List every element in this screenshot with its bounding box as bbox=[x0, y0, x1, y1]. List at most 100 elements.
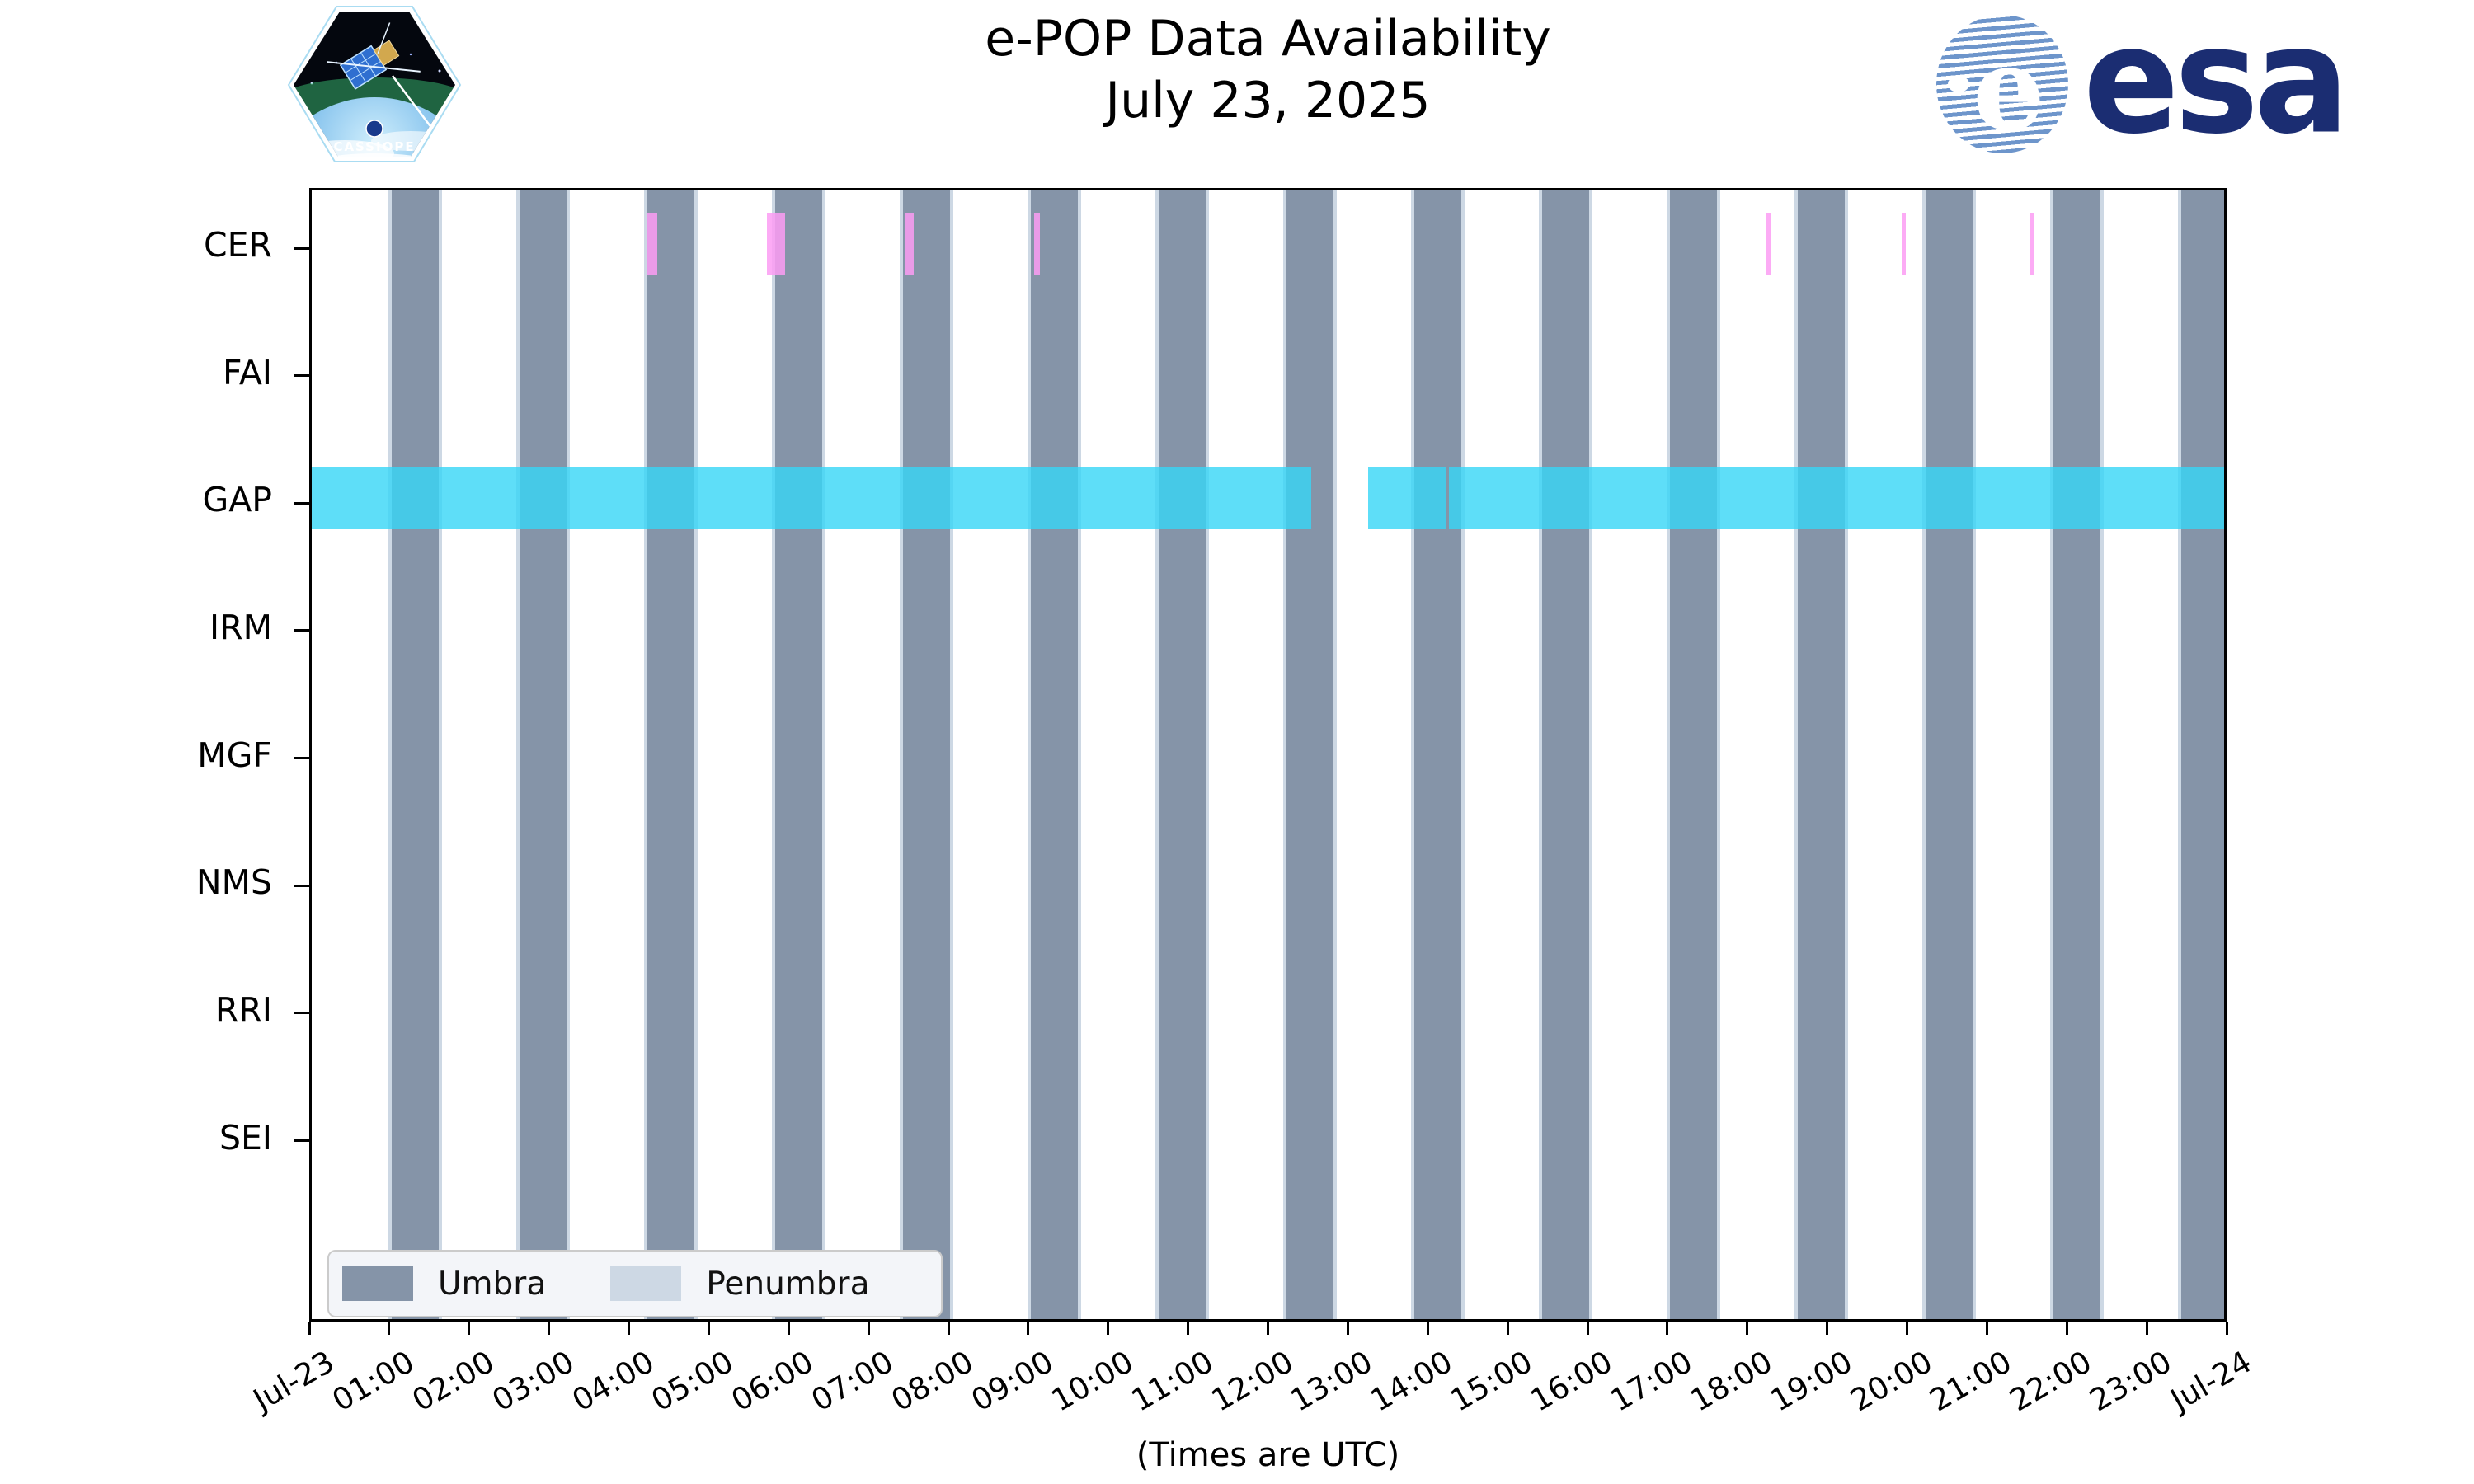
penumbra-strip bbox=[2050, 190, 2053, 1319]
umbra-swatch bbox=[342, 1266, 413, 1301]
penumbra-strip bbox=[772, 190, 775, 1319]
umbra-band bbox=[1925, 190, 1973, 1319]
umbra-band bbox=[902, 190, 951, 1319]
x-tick-label: 20:00 bbox=[1844, 1344, 1938, 1419]
availability-bar-cer bbox=[1766, 213, 1771, 275]
esa-globe-e: e bbox=[1973, 21, 2045, 153]
availability-bar-cer bbox=[1901, 213, 1906, 275]
y-axis-label-irm: IRM bbox=[209, 607, 272, 647]
x-tick bbox=[1346, 1322, 1349, 1335]
penumbra-strip bbox=[1155, 190, 1159, 1319]
x-tick-label: 06:00 bbox=[725, 1344, 820, 1419]
umbra-band bbox=[774, 190, 823, 1319]
x-tick-label: 11:00 bbox=[1125, 1344, 1220, 1419]
umbra-band bbox=[1158, 190, 1206, 1319]
x-tick bbox=[787, 1322, 790, 1335]
x-tick bbox=[468, 1322, 471, 1335]
availability-bar-cer bbox=[646, 213, 658, 275]
x-tick bbox=[1586, 1322, 1589, 1335]
x-tick-label: 10:00 bbox=[1045, 1344, 1140, 1419]
umbra-band bbox=[1541, 190, 1590, 1319]
y-tick bbox=[294, 884, 309, 887]
penumbra-strip bbox=[1461, 190, 1465, 1319]
x-tick-label: 09:00 bbox=[965, 1344, 1060, 1419]
x-tick bbox=[628, 1322, 630, 1335]
x-tick bbox=[1826, 1322, 1829, 1335]
penumbra-strip bbox=[1589, 190, 1592, 1319]
page-title: e-POP Data Availability bbox=[985, 10, 1551, 68]
cassiope-mission-logo: CASSIOPE bbox=[287, 6, 462, 162]
esa-globe-icon: e bbox=[1936, 15, 2068, 153]
penumbra-strip bbox=[567, 190, 570, 1319]
x-tick bbox=[1906, 1322, 1908, 1335]
plot-area bbox=[309, 188, 2227, 1322]
x-tick bbox=[2145, 1322, 2148, 1335]
penumbra-strip bbox=[2100, 190, 2104, 1319]
x-tick-label: 12:00 bbox=[1205, 1344, 1299, 1419]
x-tick-label: 16:00 bbox=[1524, 1344, 1619, 1419]
umbra-band bbox=[1797, 190, 1846, 1319]
csa-roundel bbox=[365, 120, 383, 138]
availability-bar-gap bbox=[1367, 467, 1446, 530]
penumbra-swatch bbox=[610, 1266, 682, 1301]
x-tick bbox=[1187, 1322, 1190, 1335]
x-tick-label: 05:00 bbox=[646, 1344, 740, 1419]
penumbra-strip bbox=[1539, 190, 1542, 1319]
availability-bar-gap bbox=[312, 467, 1311, 530]
y-axis-label-mgf: MGF bbox=[197, 735, 272, 775]
x-tick bbox=[2065, 1322, 2068, 1335]
legend: Umbra Penumbra bbox=[327, 1250, 943, 1317]
penumbra-strip bbox=[1283, 190, 1286, 1319]
umbra-band bbox=[1669, 190, 1718, 1319]
y-tick bbox=[294, 1012, 309, 1015]
x-tick bbox=[1027, 1322, 1030, 1335]
x-tick-label: 08:00 bbox=[885, 1344, 980, 1419]
x-tick bbox=[1985, 1322, 1988, 1335]
x-tick-label: 23:00 bbox=[2083, 1344, 2178, 1419]
x-tick-label: 02:00 bbox=[406, 1344, 501, 1419]
umbra-band bbox=[1413, 190, 1462, 1319]
penumbra-strip bbox=[1028, 190, 1031, 1319]
x-tick-label: 19:00 bbox=[1764, 1344, 1859, 1419]
penumbra-strip bbox=[1667, 190, 1670, 1319]
x-tick-label: 15:00 bbox=[1444, 1344, 1539, 1419]
x-tick bbox=[1506, 1322, 1509, 1335]
umbra-band bbox=[2053, 190, 2101, 1319]
x-tick bbox=[1746, 1322, 1749, 1335]
x-tick-label: Jul-24 bbox=[2164, 1344, 2258, 1418]
x-tick-label: 21:00 bbox=[1924, 1344, 2018, 1419]
title-block: e-POP Data Availability July 23, 2025 bbox=[309, 8, 2227, 132]
y-axis-label-nms: NMS bbox=[195, 862, 272, 903]
y-tick bbox=[294, 247, 309, 250]
page-subtitle: July 23, 2025 bbox=[1105, 72, 1431, 129]
penumbra-strip bbox=[694, 190, 698, 1319]
x-tick bbox=[2225, 1322, 2228, 1335]
availability-bar-gap bbox=[1448, 467, 2224, 530]
cassiope-badge-text: CASSIOPE bbox=[333, 139, 415, 154]
x-tick-label: 17:00 bbox=[1604, 1344, 1699, 1419]
y-tick bbox=[294, 1139, 309, 1143]
esa-logo: e esa bbox=[1936, 0, 2349, 167]
x-tick-label: 07:00 bbox=[805, 1344, 900, 1419]
y-axis-label-rri: RRI bbox=[214, 989, 272, 1030]
esa-wordmark: esa bbox=[2083, 0, 2349, 167]
x-tick bbox=[707, 1322, 710, 1335]
x-tick bbox=[947, 1322, 950, 1335]
esa-globe-dot bbox=[1948, 76, 1969, 92]
x-tick bbox=[548, 1322, 551, 1335]
x-tick-label: Jul-23 bbox=[247, 1344, 341, 1418]
penumbra-strip bbox=[388, 190, 392, 1319]
penumbra-strip bbox=[1922, 190, 1926, 1319]
umbra-legend-label: Umbra bbox=[438, 1265, 547, 1303]
penumbra-strip bbox=[439, 190, 442, 1319]
x-tick bbox=[388, 1322, 391, 1335]
penumbra-legend-label: Penumbra bbox=[706, 1265, 870, 1303]
availability-bar-cer bbox=[767, 213, 786, 275]
penumbra-strip bbox=[900, 190, 903, 1319]
x-tick bbox=[1426, 1322, 1429, 1335]
y-axis-label-cer: CER bbox=[203, 225, 272, 265]
umbra-band bbox=[1286, 190, 1334, 1319]
penumbra-strip bbox=[516, 190, 520, 1319]
penumbra-strip bbox=[822, 190, 825, 1319]
